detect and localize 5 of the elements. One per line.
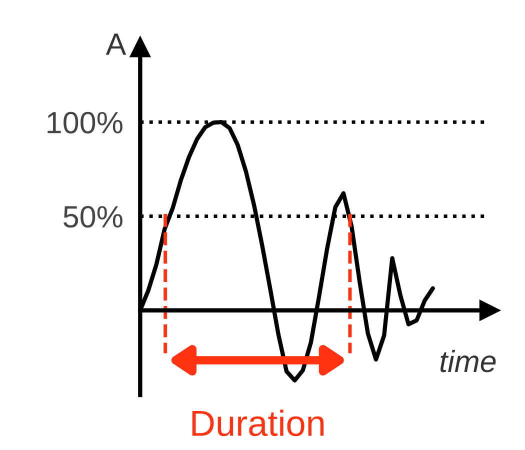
y-tick-label: 50% xyxy=(64,206,122,228)
y-axis-title: A xyxy=(106,34,126,55)
y-tick-label: 100% xyxy=(48,112,122,134)
x-axis-title: time xyxy=(440,350,496,372)
text: Duration xyxy=(192,410,324,436)
